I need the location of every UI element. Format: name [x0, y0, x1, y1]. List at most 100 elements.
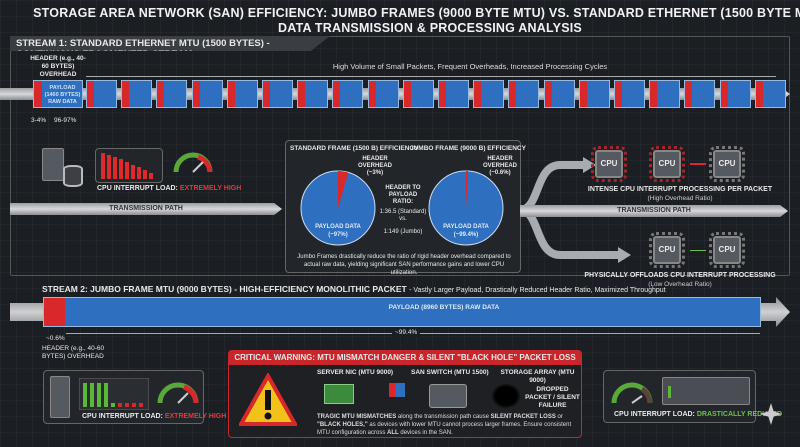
stream1-cpu-load: CPU INTERRUPT LOAD: EXTREMELY HIGH — [97, 185, 241, 192]
ratio-title: HEADER TO PAYLOAD RATIO: — [385, 185, 421, 205]
cpu-chip-3: CPU — [709, 146, 745, 182]
stream2-heading-text: STREAM 2: JUMBO FRAME MTU (9000 BYTES) -… — [42, 284, 407, 294]
bottom-left-load-panel: CPU INTERRUPT LOAD: EXTREMELY HIGH — [43, 370, 226, 424]
payload-label: PAYLOAD (1460 BYTES) RAW DATA — [44, 85, 81, 105]
packet — [684, 80, 716, 108]
server-icon — [50, 376, 70, 418]
load-label: CPU INTERRUPT LOAD: — [614, 411, 695, 418]
packet-header — [298, 81, 306, 107]
stream1-header-label: HEADER (e.g., 40-60 BYTES) OVERHEAD — [30, 55, 86, 78]
packet-icon — [389, 383, 405, 397]
packet-header — [544, 81, 552, 107]
w-t3: as devices with lower MTU cannot process… — [317, 422, 572, 436]
black-hole-icon — [491, 383, 521, 409]
packet — [649, 80, 681, 108]
packet-header — [122, 81, 130, 107]
offload-label: PHYSICALLY OFFLOADS CPU INTERRUPT PROCES… — [584, 272, 776, 279]
intense-label: INTENSE CPU INTERRUPT PROCESSING PER PAC… — [587, 186, 773, 193]
cpu-chip-1: CPU — [591, 146, 627, 182]
packet — [226, 80, 258, 108]
w-b3: "BLACK HOLES," — [317, 422, 368, 428]
cpu-load-value: EXTREMELY HIGH — [179, 185, 242, 192]
jumbo-header-pct: ~0.6% — [46, 335, 65, 342]
standard-title: STANDARD FRAME (1500 B) EFFICIENCY — [290, 145, 419, 152]
packet-detailed: PAYLOAD (1460 BYTES) RAW DATA — [33, 80, 83, 108]
switch-label: SAN SWITCH (MTU 1500) — [411, 369, 489, 376]
status-led — [668, 386, 671, 398]
cpu-chip-4: CPU — [649, 232, 685, 268]
title-line-2: DATA TRANSMISSION & PROCESSING ANALYSIS — [278, 21, 582, 35]
packet-header — [34, 81, 42, 107]
storage-array-icon — [662, 377, 750, 405]
jumbo-payload-pct: ~99.4% — [392, 329, 421, 337]
cpu-chip-5: CPU — [709, 232, 745, 268]
header-pct: 3-4% — [31, 117, 47, 124]
cpu-chip-2: CPU — [649, 146, 685, 182]
packet-header — [755, 81, 763, 107]
packet — [614, 80, 645, 108]
stream2-heading-sub: - Vastly Larger Payload, Drastically Red… — [409, 287, 666, 294]
stream2-heading: STREAM 2: JUMBO FRAME MTU (9000 BYTES) -… — [42, 284, 666, 294]
warning-title: CRITICAL WARNING: MTU MISMATCH DANGER & … — [229, 351, 581, 365]
ratio-jumbo: 1:149 (Jumbo) — [383, 229, 423, 235]
transmission-path-arrow-right: TRANSMISSION PATH — [520, 205, 788, 217]
packet-header — [615, 81, 622, 107]
server-icon — [42, 148, 64, 181]
packet-header — [685, 81, 693, 107]
jumbo-header-label: HEADER (e.g., 40-60 BYTES) OVERHEAD — [42, 345, 105, 360]
packet-header — [650, 81, 658, 107]
packet-header — [333, 81, 341, 107]
stream1-heading: STREAM 1: STANDARD ETHERNET MTU (1500 BY… — [10, 36, 330, 51]
red-bars-chart — [101, 153, 153, 179]
bottom-right-load: CPU INTERRUPT LOAD: DRASTICALLY REDUCED — [614, 411, 782, 418]
packet-header — [192, 81, 200, 107]
w-t2: or — [555, 414, 563, 420]
standard-pie — [300, 170, 376, 246]
payload-pct: 96-97% — [54, 117, 77, 124]
packet — [438, 80, 469, 108]
w-b4: ALL — [387, 430, 399, 436]
jumbo-header — [44, 298, 65, 326]
packet — [86, 80, 117, 108]
packet-header — [157, 81, 165, 107]
packet-header — [474, 81, 482, 107]
jumbo-header-label: HEADER OVERHEAD (~0.6%) — [482, 156, 517, 176]
warning-triangle-icon — [239, 373, 297, 426]
packet — [578, 80, 610, 108]
gauge-low-icon — [611, 382, 653, 404]
packet — [473, 80, 505, 108]
packet — [156, 80, 188, 108]
load-label: CPU INTERRUPT LOAD: — [82, 413, 163, 420]
cpu-load-bars-mixed — [79, 378, 149, 410]
packet — [367, 80, 399, 108]
w-b1: TRAGIC MTU MISMATCHES — [317, 414, 397, 420]
standard-payload-label: PAYLOAD DATA (~97%) — [315, 224, 361, 238]
stream1-panel — [10, 36, 790, 276]
packet — [719, 80, 751, 108]
load-value: EXTREMELY HIGH — [164, 413, 227, 420]
title-line-1: STORAGE AREA NETWORK (SAN) EFFICIENCY: J… — [33, 6, 800, 20]
packet-header — [368, 81, 376, 107]
mtu-warning-panel: CRITICAL WARNING: MTU MISMATCH DANGER & … — [228, 350, 582, 438]
warning-text: TRAGIC MTU MISMATCHES along the transmis… — [317, 413, 577, 437]
dropped-label: DROPPED PACKET / SILENT FAILURE — [525, 386, 580, 409]
packet — [121, 80, 153, 108]
standard-header-label: HEADER OVERHEAD (~3%) — [357, 156, 392, 176]
packet — [297, 80, 329, 108]
packet — [508, 80, 540, 108]
cpu-load-bars-high — [95, 148, 163, 183]
packet-header — [87, 81, 94, 107]
transmission-path-arrow-left: TRANSMISSION PATH — [10, 203, 282, 215]
sparkle-icon — [760, 403, 782, 425]
packet — [543, 80, 575, 108]
comparison-note: Jumbo Frames drastically reduce the rati… — [297, 254, 511, 276]
bottom-right-load-panel: CPU INTERRUPT LOAD: DRASTICALLY REDUCED — [603, 370, 782, 423]
jumbo-pie — [428, 170, 504, 246]
array-label: STORAGE ARRAY (MTU 9000) — [500, 369, 575, 384]
path-label: TRANSMISSION PATH — [109, 205, 183, 212]
intense-sub: (High Overhead Ratio) — [647, 195, 713, 202]
ratio-standard: 1:36.5 (Standard) vs. — [379, 209, 427, 222]
gauge-high-icon — [173, 152, 213, 173]
jumbo-title: JUMBO FRAME (9000 B) EFFICIENCY — [410, 145, 526, 152]
packet — [191, 80, 223, 108]
